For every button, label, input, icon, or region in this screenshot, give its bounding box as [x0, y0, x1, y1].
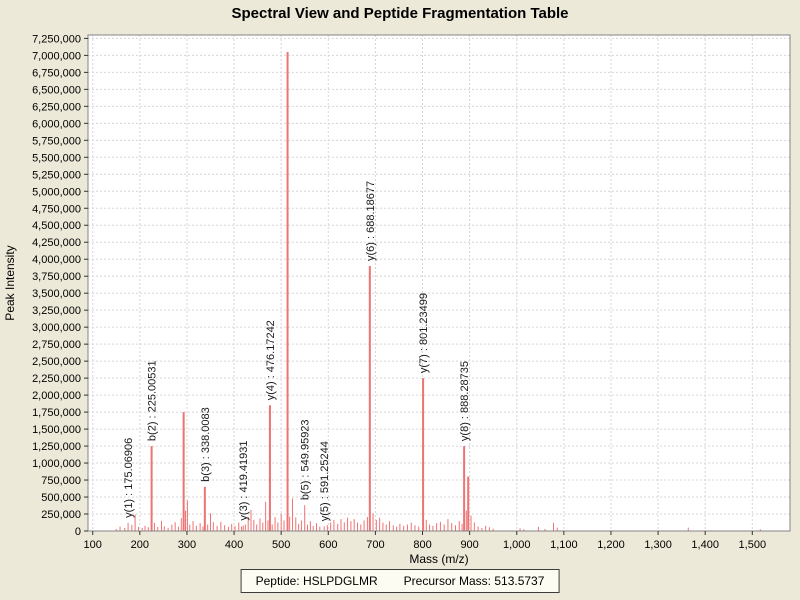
- fragment-label: y(4) : 476.17242: [265, 320, 277, 400]
- y-tick-label: 4,000,000: [32, 254, 81, 266]
- x-axis-title: Mass (m/z): [409, 552, 468, 566]
- x-axis: 100 200 300 400 500 600 700 800 900 1,000 1,100 1,2…: [84, 531, 767, 566]
- y-tick-label: 2,250,000: [32, 373, 81, 385]
- y-tick-label: 3,750,000: [32, 271, 81, 283]
- y-tick-label: 4,500,000: [32, 220, 81, 232]
- y-tick-label: 3,000,000: [32, 322, 81, 334]
- y-axis: 0 250,000 500,000 750,000 1,000,000 1,250,000…: [3, 33, 88, 538]
- y-tick-label: 750,000: [41, 475, 81, 487]
- x-tick-label: 600: [319, 539, 337, 551]
- y-tick-label: 7,250,000: [32, 33, 81, 45]
- x-tick-label: 1,100: [550, 539, 578, 551]
- y-tick-label: 6,750,000: [32, 67, 81, 79]
- x-tick-label: 1,300: [644, 539, 672, 551]
- y-tick-label: 6,500,000: [32, 84, 81, 96]
- x-tick-label: 1,000: [503, 539, 531, 551]
- x-tick-label: 400: [225, 539, 243, 551]
- fragment-label: b(5) : 549.95923: [300, 419, 312, 500]
- fragment-annotations: y(1) : 175.06906 b(2) : 225.00531 b(3) : 3…: [123, 181, 471, 521]
- x-tick-label: 800: [413, 539, 431, 551]
- plot-border: [87, 34, 791, 532]
- fragment-label: y(1) : 175.06906: [123, 438, 135, 518]
- x-tick-label: 1,200: [597, 539, 625, 551]
- y-tick-label: 5,750,000: [32, 135, 81, 147]
- x-tick-label: 500: [272, 539, 290, 551]
- fragment-label: b(2) : 225.00531: [147, 360, 159, 441]
- y-tick-label: 6,000,000: [32, 118, 81, 130]
- x-tick-label: 100: [84, 539, 102, 551]
- y-tick-label: 2,000,000: [32, 390, 81, 402]
- fragment-label: y(8) : 888.28735: [459, 361, 471, 441]
- y-tick-label: 4,750,000: [32, 203, 81, 215]
- y-tick-label: 3,250,000: [32, 305, 81, 317]
- peptide-label: Peptide: HSLPDGLMR: [255, 574, 378, 588]
- x-tick-label: 200: [131, 539, 149, 551]
- fragment-label: y(7) : 801.23499: [418, 293, 430, 373]
- y-tick-label: 1,000,000: [32, 458, 81, 470]
- chart-title: Spectral View and Peptide Fragmentation …: [231, 5, 569, 22]
- y-tick-label: 0: [75, 526, 81, 538]
- fragment-label: y(6) : 688.18677: [365, 181, 377, 261]
- y-tick-label: 4,250,000: [32, 237, 81, 249]
- y-tick-label: 250,000: [41, 509, 81, 521]
- plot-area[interactable]: [88, 35, 790, 531]
- x-tick-label: 1,500: [739, 539, 767, 551]
- y-tick-label: 3,500,000: [32, 288, 81, 300]
- precursor-mass-label: Precursor Mass: 513.5737: [403, 574, 545, 588]
- y-tick-label: 1,250,000: [32, 441, 81, 453]
- y-tick-label: 5,250,000: [32, 169, 81, 181]
- y-tick-label: 1,500,000: [32, 424, 81, 436]
- x-tick-label: 900: [460, 539, 478, 551]
- fragment-label: y(5) : 591.25244: [319, 441, 331, 521]
- y-tick-label: 1,750,000: [32, 407, 81, 419]
- y-tick-label: 2,750,000: [32, 339, 81, 351]
- y-tick-label: 7,000,000: [32, 50, 81, 62]
- x-tick-label: 700: [366, 539, 384, 551]
- y-tick-label: 6,250,000: [32, 101, 81, 113]
- status-bar: Peptide: HSLPDGLMR Precursor Mass: 513.57…: [240, 569, 560, 593]
- x-tick-label: 300: [178, 539, 196, 551]
- y-tick-label: 5,500,000: [32, 152, 81, 164]
- x-tick-label: 1,400: [691, 539, 719, 551]
- fragment-label: b(3) : 338.0083: [200, 407, 212, 482]
- y-tick-label: 5,000,000: [32, 186, 81, 198]
- y-axis-title: Peak Intensity: [3, 245, 17, 320]
- peaks: [115, 51, 761, 531]
- y-tick-label: 500,000: [41, 492, 81, 504]
- fragment-label: y(3) : 419.41931: [238, 440, 250, 520]
- y-tick-label: 2,500,000: [32, 356, 81, 368]
